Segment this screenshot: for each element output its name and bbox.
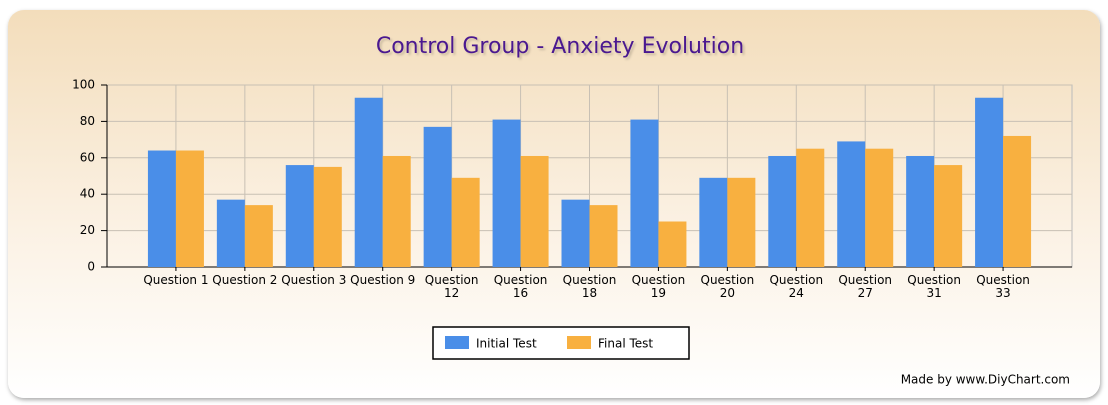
x-tick-label: Question 33 [976, 273, 1030, 300]
x-tick-label: Question 16 [493, 273, 548, 300]
bar [216, 199, 245, 267]
bar [147, 150, 176, 267]
bar [451, 177, 480, 267]
legend-box [432, 326, 690, 360]
x-tick-label: Question 12 [424, 273, 479, 300]
x-tick-label: Question 1 [143, 273, 209, 287]
bar [699, 177, 728, 267]
bar [630, 119, 659, 267]
y-tick-label: 60 [80, 150, 95, 164]
bar [796, 148, 825, 267]
legend-swatch [567, 336, 591, 349]
bar [382, 155, 411, 267]
bar [175, 150, 204, 267]
bar [1003, 135, 1032, 267]
bar [244, 205, 273, 267]
bar [934, 165, 963, 267]
y-tick-label: 0 [87, 260, 95, 274]
bar [768, 155, 797, 267]
y-tick-label: 80 [80, 114, 95, 128]
x-tick-label: Question 20 [700, 273, 755, 300]
bar [865, 148, 894, 267]
bar [906, 155, 935, 267]
bar [975, 97, 1004, 268]
chart-title: Control Group - Anxiety Evolution [376, 34, 744, 59]
legend-label: Final Test [598, 337, 653, 351]
bar [492, 119, 521, 267]
bar [285, 165, 314, 267]
bar [658, 221, 687, 267]
legend-label: Initial Test [476, 337, 537, 351]
y-tick-label: 20 [80, 223, 95, 237]
legend-swatch [445, 336, 469, 349]
x-tick-label: Question 18 [562, 273, 617, 300]
x-tick-label: Question 9 [350, 273, 416, 287]
bar [354, 97, 383, 268]
y-tick-label: 100 [72, 78, 95, 92]
x-tick-label: Question 24 [769, 273, 824, 300]
bar [520, 155, 549, 267]
credit: Made by www.DiyChart.com [901, 373, 1070, 387]
x-tick-label: Question 19 [631, 273, 686, 300]
x-tick-label: Question 3 [281, 273, 347, 287]
x-tick-label: Question 31 [907, 273, 961, 300]
bar [837, 141, 866, 267]
y-tick-label: 40 [80, 187, 95, 201]
bar [727, 177, 756, 267]
bar [589, 205, 618, 267]
bar [561, 199, 590, 267]
x-tick-label: Question 2 [212, 273, 278, 287]
x-tick-label: Question 27 [838, 273, 893, 300]
bar [313, 166, 342, 267]
bar [423, 126, 452, 267]
